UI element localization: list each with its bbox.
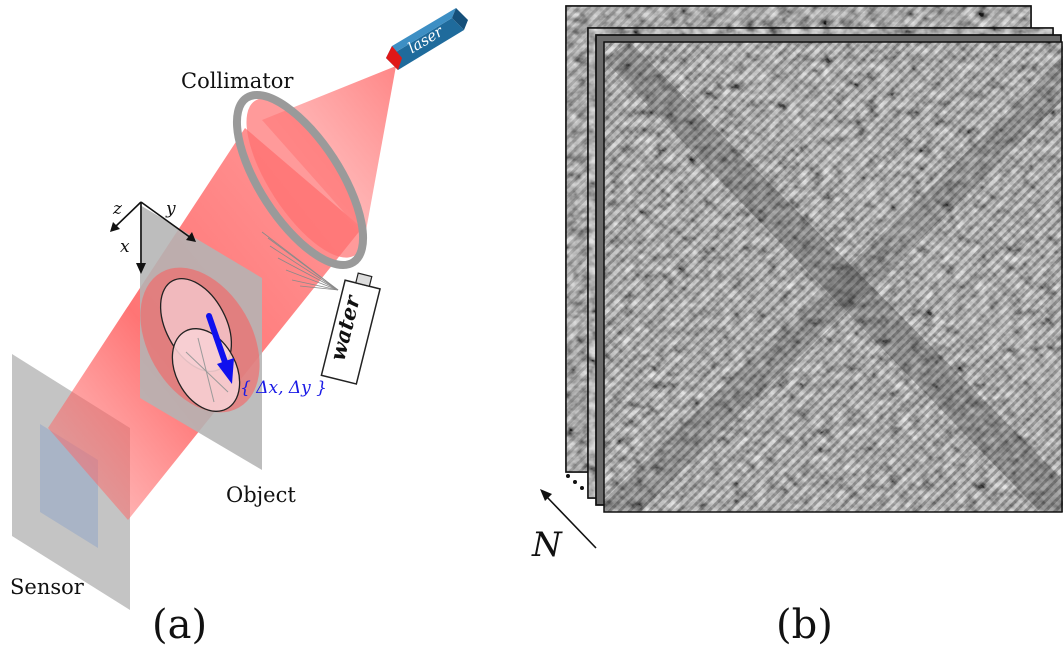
panel-a: { Δx, Δy } water laser [10, 8, 468, 646]
stack-direction-arrow [540, 489, 597, 549]
displacement-label: { Δx, Δy } [240, 378, 327, 398]
displacement-arrow [206, 313, 234, 384]
panel-b: N (b) [531, 5, 1063, 646]
axis-y-label: y [165, 199, 176, 219]
axis-z-label: z [112, 199, 123, 219]
stack-dots [566, 474, 584, 490]
water-spray [261, 231, 339, 291]
water-spray-can: water [320, 272, 381, 385]
image-frame-front [604, 42, 1063, 512]
panel-b-caption: (b) [776, 602, 833, 646]
collimator-label: Collimator [181, 69, 294, 93]
coordinate-axes [110, 201, 196, 274]
panel-a-caption: (a) [152, 602, 207, 646]
collimator-lens [232, 90, 368, 270]
axis-x-label: x [120, 237, 130, 257]
object-label: Object [226, 483, 296, 507]
laser-device: laser [386, 8, 468, 70]
stack-count-label: N [531, 525, 563, 565]
sensor-label: Sensor [10, 575, 85, 599]
